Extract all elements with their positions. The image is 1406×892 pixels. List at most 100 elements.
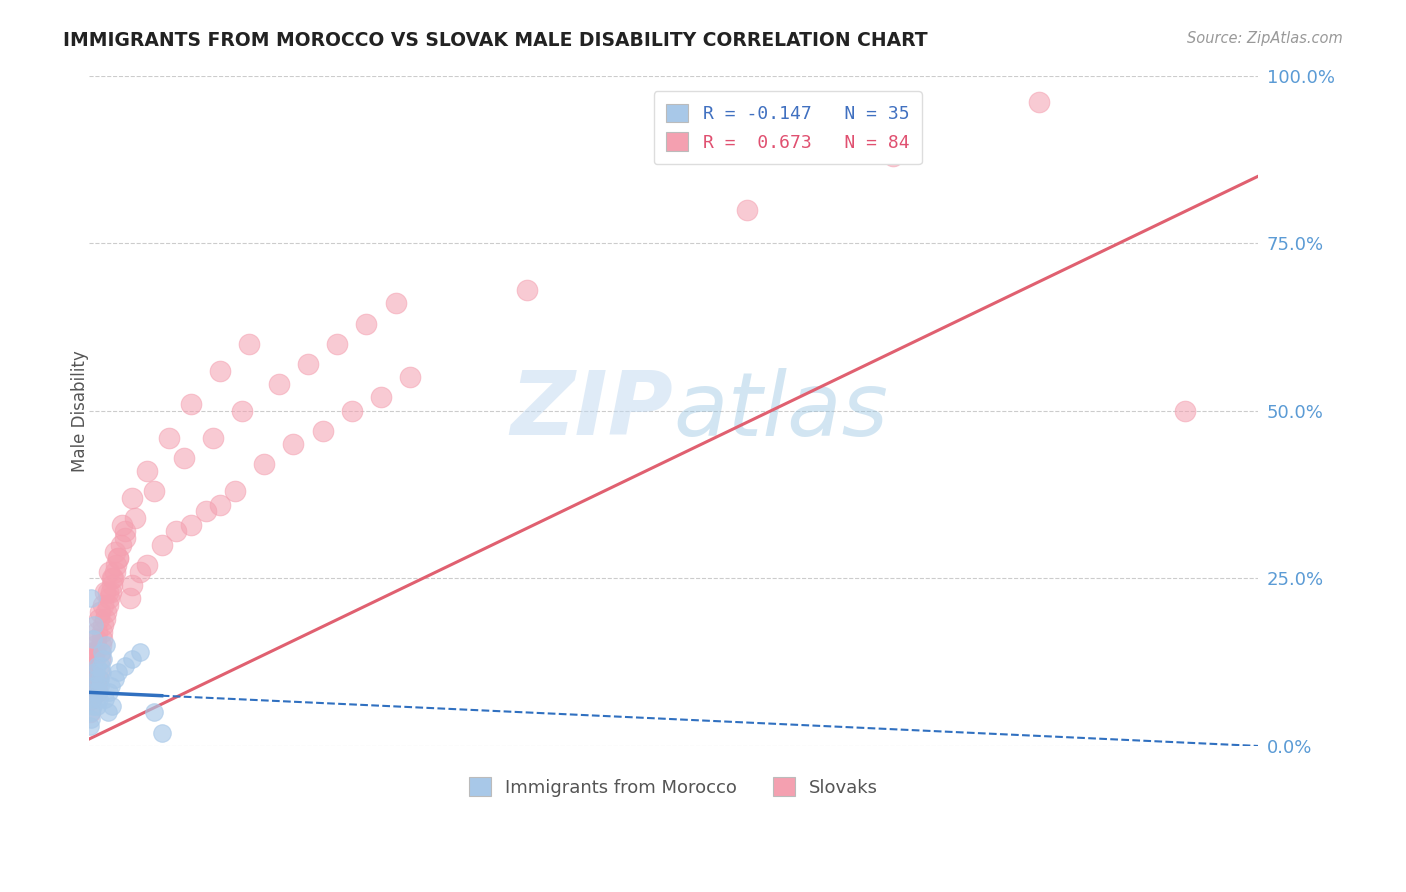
Point bbox=[98, 685, 121, 699]
Point bbox=[121, 578, 143, 592]
Legend: Immigrants from Morocco, Slovaks: Immigrants from Morocco, Slovaks bbox=[461, 770, 886, 804]
Point bbox=[111, 517, 134, 532]
Point bbox=[311, 424, 333, 438]
Point bbox=[124, 511, 146, 525]
Point bbox=[93, 611, 115, 625]
Point bbox=[83, 658, 105, 673]
Point bbox=[114, 524, 136, 539]
Point bbox=[110, 538, 132, 552]
Point bbox=[173, 450, 195, 465]
Point bbox=[82, 665, 104, 680]
Point bbox=[86, 625, 108, 640]
Point bbox=[94, 639, 117, 653]
Point bbox=[91, 645, 114, 659]
Point bbox=[87, 685, 110, 699]
Point bbox=[101, 578, 124, 592]
Point bbox=[80, 712, 103, 726]
Point bbox=[1174, 403, 1197, 417]
Point bbox=[98, 591, 121, 606]
Point bbox=[84, 672, 107, 686]
Point bbox=[83, 685, 105, 699]
Point bbox=[80, 591, 103, 606]
Point bbox=[98, 565, 121, 579]
Point bbox=[100, 584, 122, 599]
Point bbox=[128, 645, 150, 659]
Point bbox=[326, 336, 349, 351]
Point bbox=[136, 558, 159, 572]
Point bbox=[86, 685, 108, 699]
Point bbox=[86, 698, 108, 713]
Point bbox=[87, 692, 110, 706]
Point bbox=[399, 370, 422, 384]
Point bbox=[107, 665, 129, 680]
Point bbox=[100, 679, 122, 693]
Point bbox=[150, 725, 173, 739]
Point bbox=[121, 652, 143, 666]
Point bbox=[89, 605, 111, 619]
Point bbox=[136, 464, 159, 478]
Text: atlas: atlas bbox=[673, 368, 889, 454]
Point bbox=[107, 551, 129, 566]
Text: IMMIGRANTS FROM MOROCCO VS SLOVAK MALE DISABILITY CORRELATION CHART: IMMIGRANTS FROM MOROCCO VS SLOVAK MALE D… bbox=[63, 31, 928, 50]
Point bbox=[89, 679, 111, 693]
Point bbox=[101, 571, 124, 585]
Point bbox=[297, 357, 319, 371]
Point bbox=[84, 639, 107, 653]
Point bbox=[104, 544, 127, 558]
Text: Source: ZipAtlas.com: Source: ZipAtlas.com bbox=[1187, 31, 1343, 46]
Point bbox=[93, 584, 115, 599]
Point bbox=[107, 551, 129, 566]
Point bbox=[97, 706, 120, 720]
Point bbox=[89, 652, 111, 666]
Point bbox=[87, 665, 110, 680]
Point bbox=[121, 491, 143, 505]
Point bbox=[84, 645, 107, 659]
Point bbox=[91, 652, 114, 666]
Point bbox=[209, 498, 232, 512]
Point bbox=[86, 658, 108, 673]
Y-axis label: Male Disability: Male Disability bbox=[72, 350, 89, 472]
Point bbox=[90, 658, 112, 673]
Point bbox=[370, 390, 392, 404]
Point bbox=[82, 652, 104, 666]
Point bbox=[80, 692, 103, 706]
Point bbox=[94, 605, 117, 619]
Point bbox=[83, 652, 105, 666]
Point bbox=[89, 645, 111, 659]
Point bbox=[105, 558, 128, 572]
Point bbox=[91, 625, 114, 640]
Point bbox=[103, 571, 125, 585]
Point bbox=[83, 618, 105, 632]
Point bbox=[224, 484, 246, 499]
Point bbox=[180, 397, 202, 411]
Point bbox=[238, 336, 260, 351]
Point bbox=[735, 202, 758, 217]
Point bbox=[82, 632, 104, 646]
Point bbox=[80, 706, 103, 720]
Point bbox=[340, 403, 363, 417]
Point bbox=[84, 632, 107, 646]
Point bbox=[83, 679, 105, 693]
Point bbox=[87, 611, 110, 625]
Point bbox=[143, 706, 166, 720]
Point bbox=[143, 484, 166, 499]
Point bbox=[79, 719, 101, 733]
Point bbox=[253, 458, 276, 472]
Point bbox=[80, 685, 103, 699]
Point bbox=[83, 645, 105, 659]
Point bbox=[82, 692, 104, 706]
Point bbox=[231, 403, 253, 417]
Point bbox=[93, 692, 115, 706]
Point bbox=[89, 672, 111, 686]
Point bbox=[84, 665, 107, 680]
Point bbox=[104, 672, 127, 686]
Point bbox=[97, 598, 120, 612]
Point bbox=[1028, 95, 1050, 110]
Point bbox=[157, 431, 180, 445]
Point bbox=[79, 706, 101, 720]
Point bbox=[516, 283, 538, 297]
Text: ZIP: ZIP bbox=[510, 368, 673, 454]
Point bbox=[86, 679, 108, 693]
Point bbox=[101, 698, 124, 713]
Point bbox=[90, 665, 112, 680]
